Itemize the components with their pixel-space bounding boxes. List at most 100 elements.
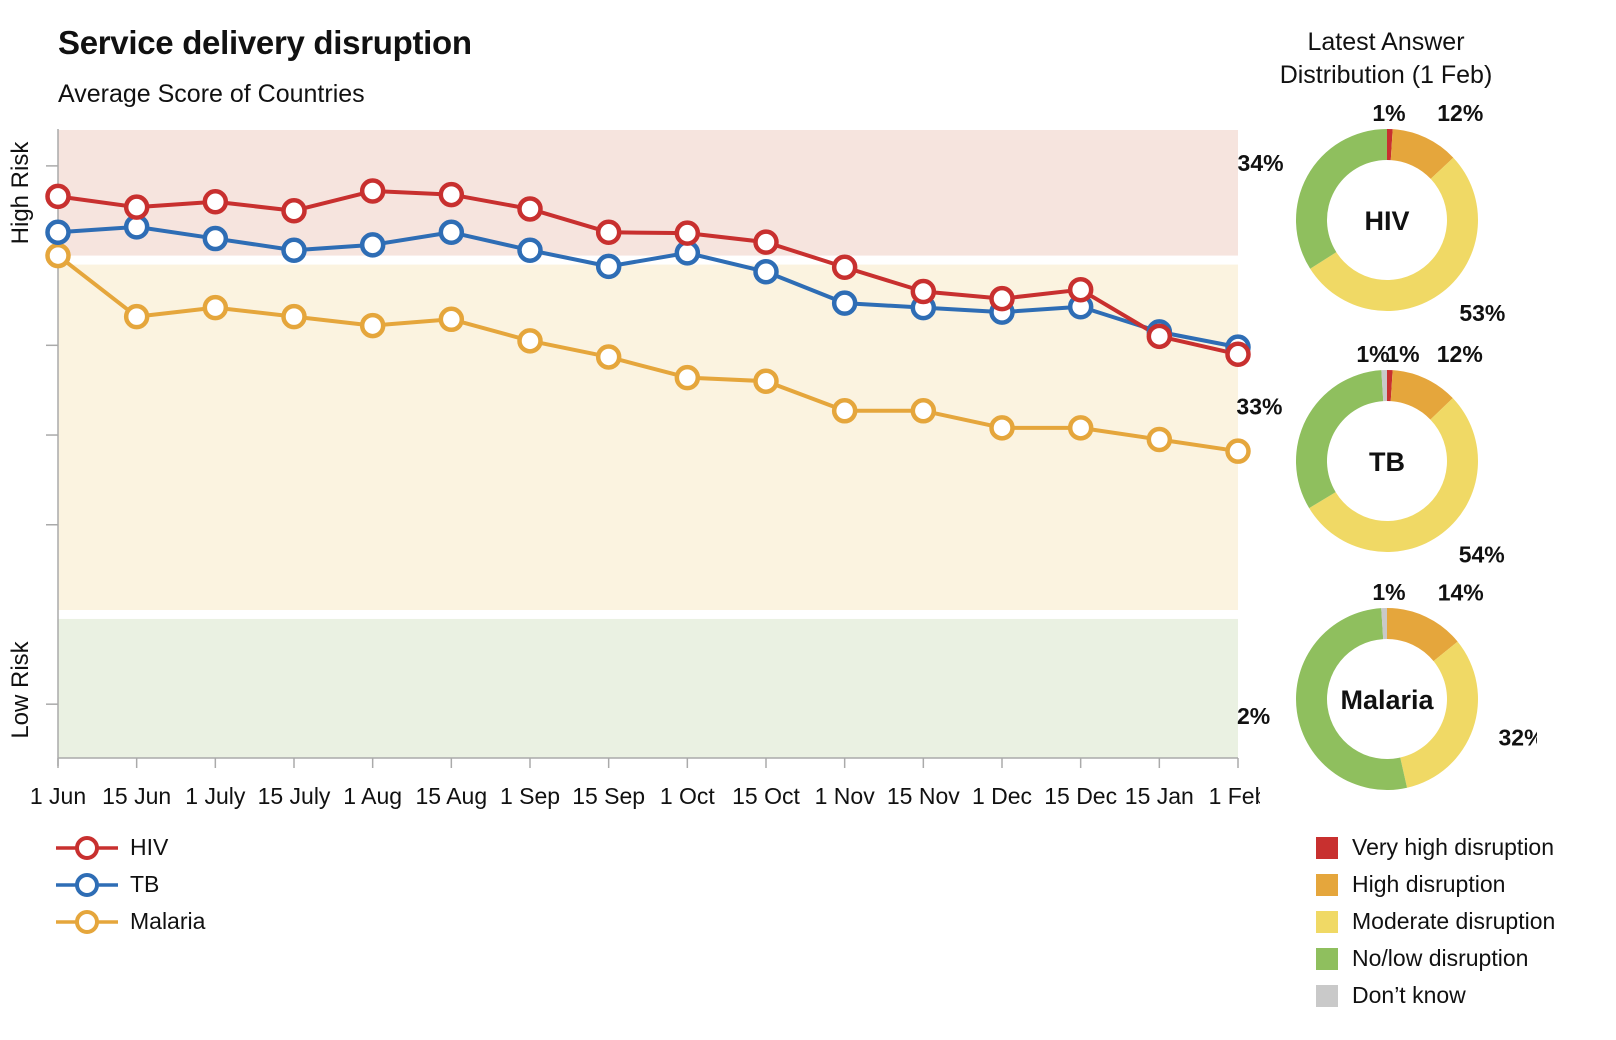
legend-box-very-high <box>1316 836 1338 859</box>
data-point-hiv <box>517 196 543 222</box>
donut-slice-very-high-disruption <box>1387 129 1393 161</box>
category-legend: Very high disruption High disruption Mod… <box>1316 829 1555 1014</box>
legend-box-dont-know <box>1316 984 1338 1007</box>
data-point-hiv <box>45 183 71 210</box>
x-tick-label: 1 Dec <box>972 783 1032 809</box>
donut-value-label: 1% <box>1356 341 1389 367</box>
x-tick-label: 15 Jan <box>1125 783 1194 809</box>
data-point-hiv <box>674 220 701 246</box>
legend-item-very-high: Very high disruption <box>1316 829 1555 866</box>
x-tick-label: 15 Jun <box>102 783 171 809</box>
data-point-tb <box>281 237 307 263</box>
donut-malaria: Malaria 14% 32% 52% 1% <box>1224 579 1545 790</box>
donut-value-label: 34% <box>1238 150 1284 176</box>
legend-swatch-malaria <box>56 909 118 934</box>
data-point-tb <box>438 219 465 246</box>
data-point-tb <box>517 237 543 263</box>
donut-value-label: 33% <box>1237 393 1282 419</box>
data-point-tb <box>359 232 386 258</box>
x-tick-label: 15 July <box>258 783 331 809</box>
legend-item-no-low: No/low disruption <box>1316 940 1555 977</box>
legend-label-dont-know: Don’t know <box>1352 982 1466 1008</box>
donut-slice-moderate-disruption <box>1309 398 1478 552</box>
donut-slice-moderate-disruption <box>1400 641 1478 788</box>
y-label-low-risk: Low Risk <box>7 640 34 738</box>
data-point-hiv <box>910 278 937 305</box>
donut-value-label: 14% <box>1438 579 1484 605</box>
donut-center-label: HIV <box>1364 206 1409 236</box>
data-point-hiv <box>281 197 307 224</box>
data-point-hiv <box>202 189 229 215</box>
donut-slice-don-t-know <box>1381 608 1387 640</box>
data-point-malaria <box>595 344 622 370</box>
data-point-tb <box>45 219 71 246</box>
donut-value-label: 54% <box>1459 542 1505 568</box>
data-point-hiv <box>438 181 465 208</box>
data-point-hiv <box>1225 341 1251 368</box>
legend-label-moderate: Moderate disruption <box>1352 908 1556 934</box>
legend-label-hiv: HIV <box>130 834 169 860</box>
donut-slice-don-t-know <box>1381 370 1387 402</box>
legend-item-malaria: Malaria <box>56 903 205 940</box>
series-line-malaria <box>56 254 1239 454</box>
legend-label-tb: TB <box>130 871 160 897</box>
data-point-malaria <box>281 303 307 330</box>
legend-item-moderate: Moderate disruption <box>1316 903 1555 940</box>
x-tick-label: 15 Oct <box>732 783 800 809</box>
chart-subtitle: Average Score of Countries <box>58 80 365 108</box>
data-point-tb <box>831 290 858 316</box>
donut-slice-moderate-disruption <box>1310 157 1478 311</box>
data-point-tb <box>753 258 779 285</box>
donut-slice-high-disruption <box>1390 129 1454 179</box>
data-point-malaria <box>45 242 71 269</box>
donut-slice-high-disruption <box>1387 608 1458 662</box>
data-point-malaria <box>989 415 1015 441</box>
data-point-malaria <box>202 294 229 321</box>
donut-value-label: 12% <box>1437 100 1483 126</box>
donut-heading-line-2: Distribution (1 Feb) <box>1279 61 1493 89</box>
x-tick-label: 15 Dec <box>1044 783 1117 809</box>
legend-item-dont-know: Don’t know <box>1316 977 1555 1014</box>
series-line-tb <box>57 224 1239 350</box>
x-tick-label: 1 Feb <box>1209 783 1260 809</box>
data-point-hiv <box>595 219 622 246</box>
x-tick-label: 1 Jun <box>30 783 86 809</box>
donut-slice-no-low-disruption <box>1296 129 1387 269</box>
data-point-malaria <box>831 398 858 424</box>
legend-swatch-hiv <box>56 835 118 860</box>
legend-item-high: High disruption <box>1316 866 1555 903</box>
data-point-malaria <box>1067 415 1094 441</box>
donut-tb: TB 1% 12% 54% 33% 1% <box>1236 341 1505 568</box>
donut-slice-no-low-disruption <box>1296 608 1408 790</box>
data-point-tb <box>595 253 622 280</box>
x-tick-label: 1 Aug <box>343 783 402 809</box>
risk-band-0 <box>58 130 1238 256</box>
line-chart: 1 Jun 15 Jun 1 July 15 July 1 Aug 15 Aug 1 Sep… <box>7 129 1260 809</box>
donut-slice-no-low-disruption <box>1296 370 1384 509</box>
x-tick-label: 15 Nov <box>887 783 960 809</box>
data-point-hiv <box>753 229 779 255</box>
donut-center-label: Malaria <box>1340 685 1434 715</box>
data-point-malaria <box>1225 438 1251 464</box>
donut-heading-line-1: Latest Answer <box>1307 28 1465 56</box>
donut-value-label: 1% <box>1372 100 1405 126</box>
donut-hiv: HIV 1% 12% 53% 34% <box>1238 100 1506 326</box>
data-point-malaria <box>359 312 386 339</box>
data-point-malaria <box>674 364 701 391</box>
donut-heading: Latest Answer Distribution (1 Feb) <box>1250 26 1522 92</box>
chart-title: Service delivery disruption <box>58 24 472 61</box>
data-point-malaria <box>123 303 150 330</box>
data-point-hiv <box>1146 323 1173 350</box>
donut-value-label: 12% <box>1437 341 1483 367</box>
legend-label-malaria: Malaria <box>130 908 206 934</box>
legend-label-very-high: Very high disruption <box>1352 834 1555 860</box>
series-line-hiv <box>57 189 1239 357</box>
x-tick-label: 15 Aug <box>416 783 488 809</box>
donut-slice-high-disruption <box>1390 370 1453 420</box>
x-tick-label: 1 Oct <box>660 783 716 809</box>
legend-box-high <box>1316 873 1338 896</box>
legend-swatch-tb <box>56 872 118 897</box>
donut-value-label: 32% <box>1499 725 1537 751</box>
data-point-malaria <box>753 368 779 394</box>
data-point-hiv <box>359 178 386 204</box>
